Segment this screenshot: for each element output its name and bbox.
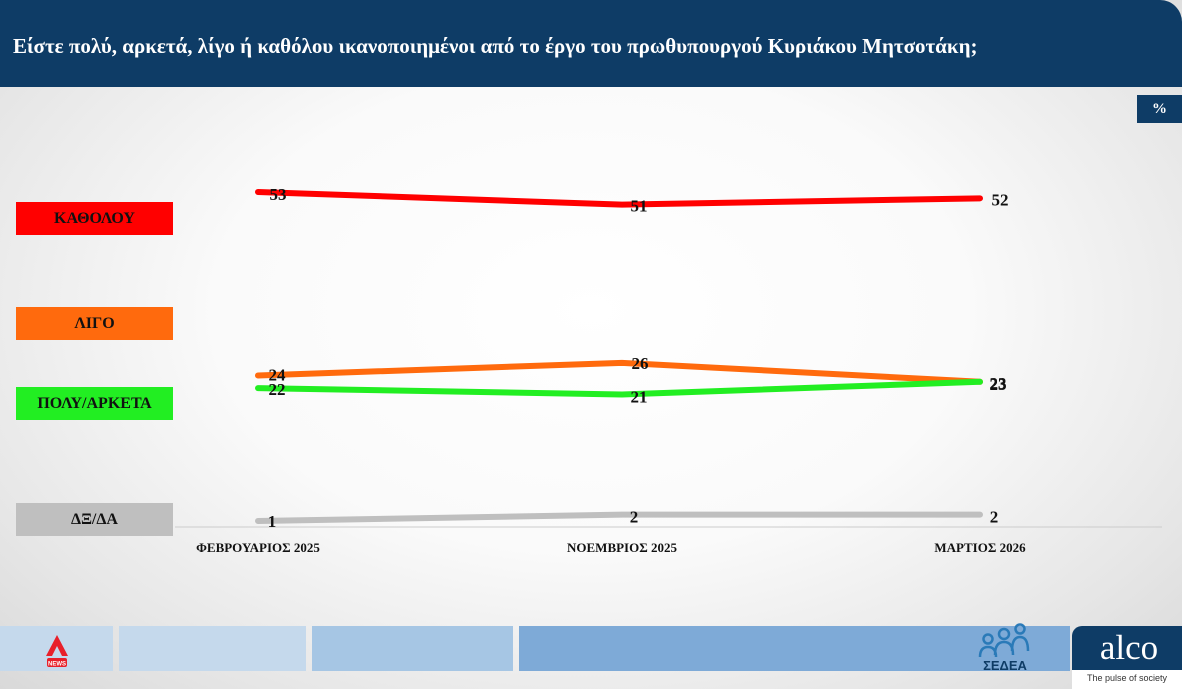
alpha-news-logo: NEWS [46,635,68,668]
header-bar: Είστε πολύ, αρκετά, λίγο ή καθόλου ικανο… [0,0,1182,87]
sedea-logo [978,623,1030,658]
legend-kathólou: ΚΑΘΟΛΟΥ [16,202,173,235]
data-label: 26 [632,354,649,373]
series-line [255,189,983,208]
news-logo-text: NEWS [48,662,66,668]
legend-dx-da: ΔΞ/ΔΑ [16,503,173,536]
series-line [255,511,983,524]
data-label: 52 [992,190,1009,209]
unit-badge: % [1137,95,1182,123]
x-tick-label: ΜΑΡΤΙΟΣ 2026 [934,540,1026,555]
footer-panel-3 [312,626,513,671]
footer-panel-2 [119,626,306,671]
alco-tagline: The pulse of society [1072,670,1182,689]
series-line [255,359,983,385]
data-label: 23 [990,374,1007,393]
sedea-text: ΣΕΔΕΑ [983,658,1027,673]
legend-poly-arketa: ΠΟΛΥ/ΑΡΚΕΤΑ [16,387,173,420]
data-label: 23 [990,375,1007,394]
data-label: 51 [631,197,648,216]
data-label: 2 [990,508,999,527]
series-line [255,378,983,398]
data-label: 21 [631,387,648,406]
data-label: 22 [269,380,286,399]
data-label: 1 [268,512,277,531]
data-label: 53 [270,185,287,204]
legend-ligo: ΛΙΓΟ [16,307,173,340]
data-label: 24 [269,365,287,384]
footer-panel-4 [519,626,1070,671]
page-title: Είστε πολύ, αρκετά, λίγο ή καθόλου ικανο… [13,34,978,58]
alco-logo-name: alco [1099,628,1159,667]
x-tick-label: ΝΟΕΜΒΡΙΟΣ 2025 [567,540,677,555]
data-label: 2 [630,508,639,527]
x-tick-label: ΦΕΒΡΟΥΑΡΙΟΣ 2025 [196,540,320,555]
